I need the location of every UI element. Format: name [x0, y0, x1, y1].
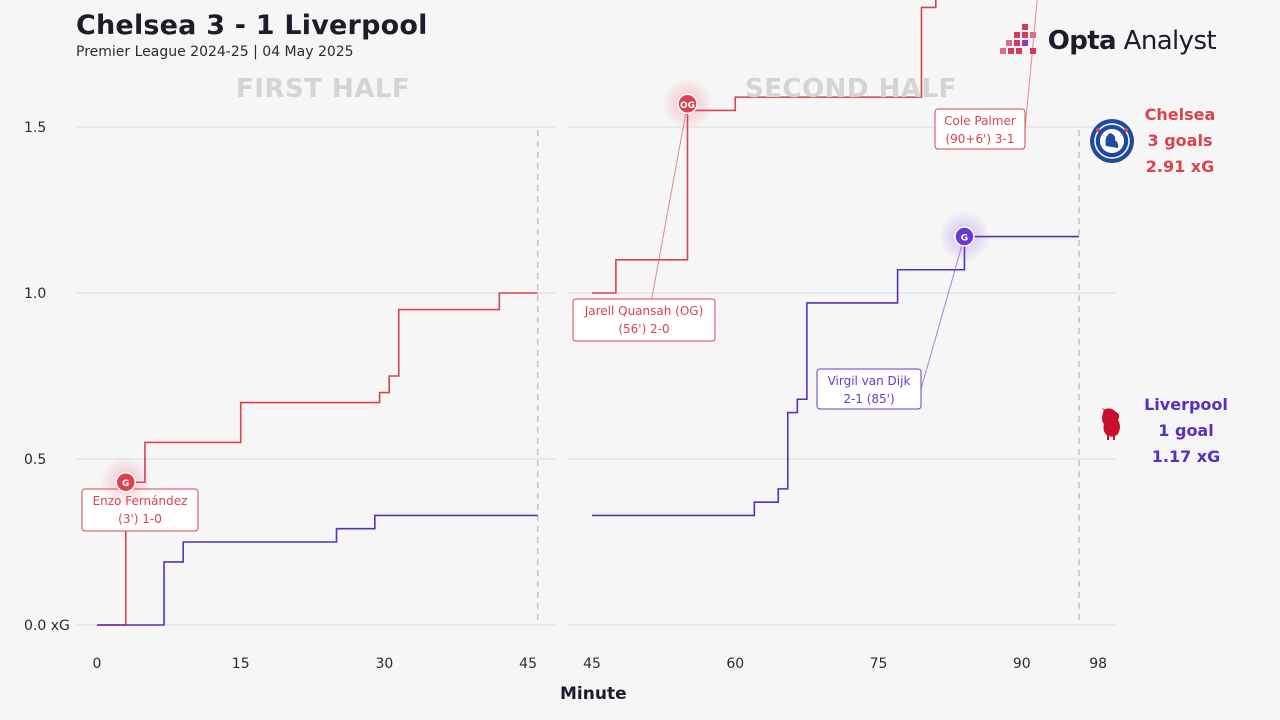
y-tick-label: 0.5: [24, 452, 46, 468]
annotation-box: [934, 108, 1026, 150]
y-tick-label: 0.0 xG: [24, 618, 70, 634]
annotation-detail: (3') 1-0: [118, 512, 162, 526]
liverpool-crest-icon: [1102, 408, 1120, 440]
y-tick-label: 1.5: [24, 120, 46, 136]
annotation-player: Virgil van Dijk: [828, 374, 911, 388]
x-tick-label: 75: [870, 656, 888, 672]
x-tick-label: 98: [1089, 656, 1107, 672]
annotation-connector: [920, 236, 965, 390]
y-tick-label: 1.0: [24, 286, 46, 302]
chelsea-crest-icon: [1090, 119, 1134, 163]
opta-analyst-logo: Opta Analyst: [999, 24, 1217, 58]
liverpool-name: Liverpool: [1144, 395, 1228, 414]
goal-marker-label: OG: [680, 101, 695, 111]
x-tick-label: 30: [375, 656, 393, 672]
annotation-detail: (56') 2-0: [618, 322, 669, 336]
x-tick-label: 60: [726, 656, 744, 672]
chelsea-goals: 3 goals: [1147, 131, 1213, 150]
annotation-box: [816, 368, 922, 410]
goal-marker-label: G: [122, 479, 129, 489]
liverpool-xg-line-second-half: [592, 235, 1080, 517]
annotation-detail: (90+6') 3-1: [945, 132, 1014, 146]
goal-marker: [677, 93, 698, 115]
annotation-player: Jarell Quansah (OG): [584, 304, 704, 318]
chelsea-name: Chelsea: [1144, 105, 1216, 124]
annotation-detail: 2-1 (85'): [843, 392, 894, 406]
annotation-player: Cole Palmer: [944, 114, 1016, 128]
first-half-label: FIRST HALF: [236, 74, 411, 104]
goal-marker: [115, 471, 136, 493]
x-tick-label: 0: [93, 656, 102, 672]
second-half-label: SECOND HALF: [745, 74, 957, 104]
liverpool-goals: 1 goal: [1158, 421, 1214, 440]
x-tick-label: 45: [583, 656, 601, 672]
annotation-box: [572, 298, 716, 342]
chelsea-summary: Chelsea 3 goals 2.91 xG: [1132, 102, 1228, 180]
liverpool-xg-line-first-half: [97, 514, 538, 626]
x-tick-label: 90: [1013, 656, 1031, 672]
chelsea-xg: 2.91 xG: [1145, 157, 1215, 176]
opta-logo-icon: [999, 24, 1036, 54]
chelsea-xg-line-second-half: [592, 0, 937, 294]
x-tick-label: 45: [519, 656, 537, 672]
liverpool-summary: Liverpool 1 goal 1.17 xG: [1138, 392, 1234, 470]
goal-marker: [954, 226, 975, 247]
page-subtitle: Premier League 2024-25 | 04 May 2025: [76, 44, 354, 60]
brand-name: Opta Analyst: [1047, 26, 1217, 56]
x-axis-label: Minute: [560, 684, 627, 704]
liverpool-xg: 1.17 xG: [1151, 447, 1221, 466]
x-tick-label: 15: [232, 656, 250, 672]
page-title: Chelsea 3 - 1 Liverpool: [76, 10, 428, 41]
goal-marker-label: G: [961, 234, 968, 244]
annotation-connector: [1024, 0, 1038, 130]
